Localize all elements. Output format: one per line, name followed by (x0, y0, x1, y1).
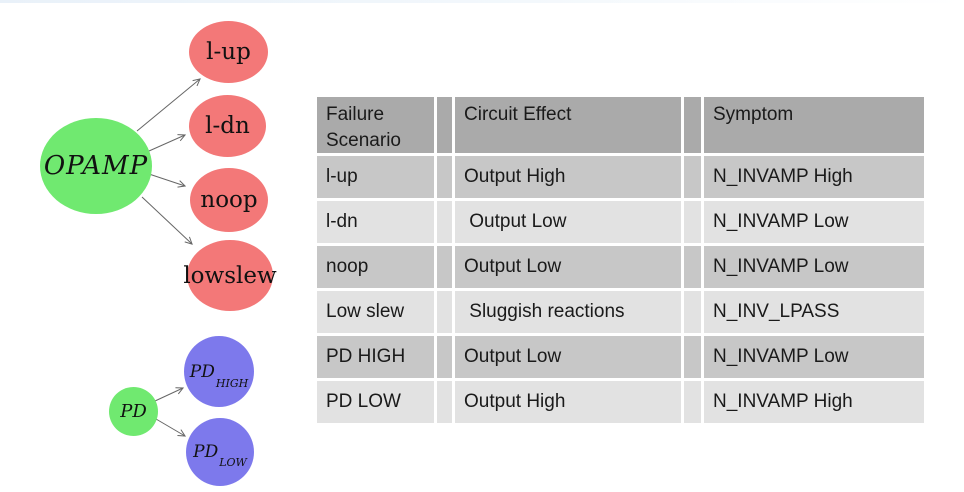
node-pd-high-label: PD (189, 361, 215, 382)
node-lowslew: lowslew (183, 240, 277, 311)
cell-effect: Sluggish reactions (455, 291, 681, 333)
cell-scenario: PD LOW (317, 381, 434, 423)
header-symptom: Symptom (704, 97, 924, 153)
cell-symptom: N_INV_LPASS (704, 291, 924, 333)
spacer-cell (684, 246, 701, 288)
node-pd-low: PD LOW (186, 418, 254, 486)
spacer-cell (437, 291, 452, 333)
cell-effect: Output Low (455, 246, 681, 288)
header-spacer-1 (437, 97, 452, 153)
cell-scenario: Low slew (317, 291, 434, 333)
node-pd-high-subscript: HIGH (215, 377, 249, 390)
node-pd: PD (109, 387, 158, 436)
failure-scenario-table: Failure Scenario Circuit Effect Symptom … (317, 97, 924, 423)
cell-effect: Output Low (455, 336, 681, 378)
cell-symptom: N_INVAMP High (704, 381, 924, 423)
spacer-cell (437, 336, 452, 378)
arrow-pd-to-pdhigh (154, 387, 185, 402)
cell-scenario: PD HIGH (317, 336, 434, 378)
cell-effect: Output Low (455, 201, 681, 243)
spacer-cell (684, 336, 701, 378)
cell-scenario: noop (317, 246, 434, 288)
cell-scenario: l-dn (317, 201, 434, 243)
spacer-cell (437, 201, 452, 243)
cell-symptom: N_INVAMP Low (704, 201, 924, 243)
spacer-cell (684, 381, 701, 423)
arrow-opamp-to-noop (148, 173, 187, 188)
spacer-cell (684, 156, 701, 198)
cell-symptom: N_INVAMP High (704, 156, 924, 198)
spacer-cell (437, 246, 452, 288)
spacer-cell (437, 381, 452, 423)
node-pd-high: PD HIGH (184, 336, 254, 407)
fault-tree-diagram: OPAMP l-up l-dn noop lowslew PD PD HIGH P… (0, 0, 330, 492)
spacer-cell (437, 156, 452, 198)
cell-scenario: l-up (317, 156, 434, 198)
cell-effect: Output High (455, 381, 681, 423)
cell-symptom: N_INVAMP Low (704, 336, 924, 378)
arrow-pd-to-pdlow (155, 418, 187, 437)
arrow-opamp-to-lowslew (141, 196, 193, 245)
header-circuit-effect: Circuit Effect (455, 97, 681, 153)
top-accent-strip (0, 0, 964, 3)
node-pd-low-label: PD (193, 442, 219, 462)
arrow-opamp-to-ldn (148, 134, 187, 152)
cell-symptom: N_INVAMP Low (704, 246, 924, 288)
node-noop: noop (190, 168, 268, 232)
node-l-up: l-up (189, 21, 268, 83)
node-opamp: OPAMP (40, 118, 152, 214)
node-pd-low-subscript: LOW (219, 456, 247, 469)
header-spacer-2 (684, 97, 701, 153)
header-failure-scenario: Failure Scenario (317, 97, 434, 153)
spacer-cell (684, 291, 701, 333)
cell-effect: Output High (455, 156, 681, 198)
spacer-cell (684, 201, 701, 243)
node-l-dn: l-dn (189, 95, 266, 157)
